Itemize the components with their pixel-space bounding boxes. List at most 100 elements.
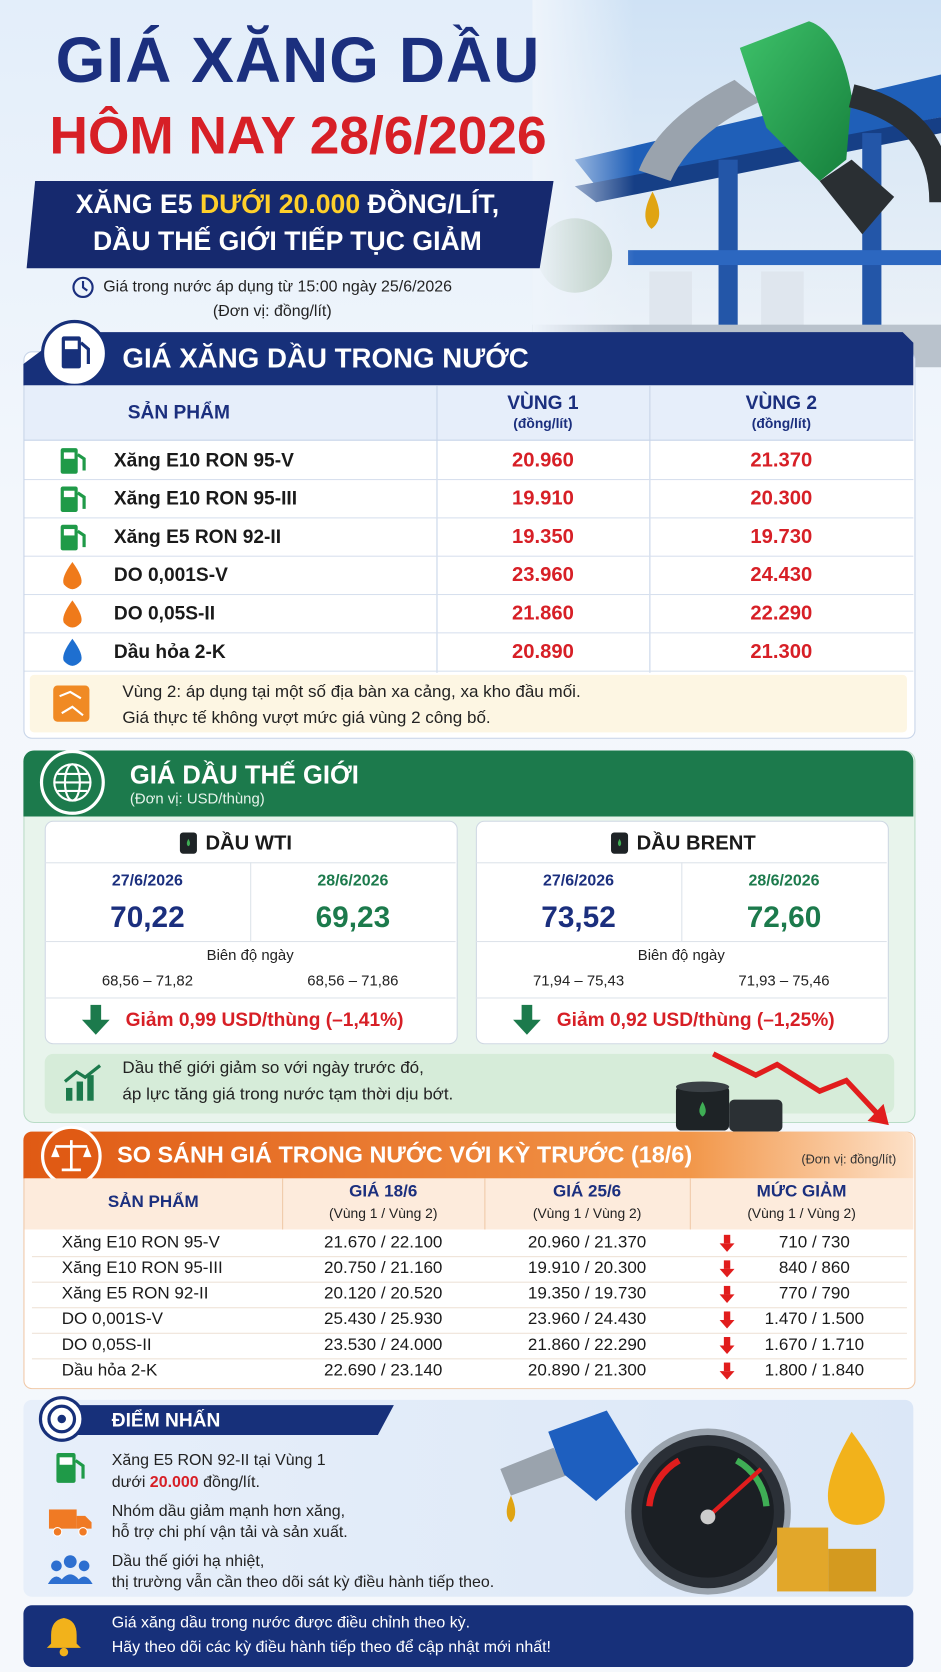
column-divider [689,1178,691,1230]
globe-badge [39,749,105,815]
table-row [24,441,914,481]
banner-text: ĐỒNG/LÍT, [367,189,500,220]
world-unit: (Đơn vị: USD/thùng) [129,789,265,807]
people-icon [47,1555,93,1584]
row-divider [31,1256,907,1258]
compare-unit: (Đơn vị: đồng/lít) [801,1151,897,1167]
reduction: 1.470 / 1.500 [764,1310,865,1329]
footer-line: Hãy theo dõi các kỳ điều hành tiếp theo … [111,1638,551,1657]
column-header: VÙNG 1 [507,391,579,414]
chart-icon [63,1064,102,1101]
pump-badge [40,319,109,387]
pump-icon [60,524,86,551]
price-zone2: 21.370 [750,449,813,472]
card-divider [44,862,456,864]
column-header: MỨC GIẢM [756,1182,847,1201]
product-name: DO 0,001S-V [61,1310,164,1329]
price-zone2: 22.290 [750,602,813,625]
price-pair: 20.890 / 21.300 [527,1361,647,1380]
barrel-icon [179,832,197,854]
product-name: Xăng E5 RON 92-II [61,1284,209,1303]
table-row [24,479,914,519]
domestic-table-head [24,385,914,441]
card-divider [681,862,683,942]
card-price: 73,52 [541,900,616,934]
banner [26,180,554,269]
domestic-title: GIÁ XĂNG DẦU TRONG NƯỚC [122,341,529,374]
card-date: 28/6/2026 [748,871,820,890]
price-pair: 25.430 / 25.930 [324,1310,443,1329]
price-pair: 23.960 / 24.430 [527,1310,647,1329]
price-zone1: 20.890 [511,640,574,664]
clock-icon [72,276,94,299]
barrel-icon [611,832,629,854]
compare-table-head [24,1178,914,1230]
product-name: Xăng E10 RON 95-III [113,487,298,509]
price-pair: 21.860 / 22.290 [527,1335,647,1355]
pump-icon [56,1453,85,1483]
barrels-illustration [675,1051,889,1132]
gauge-illustration [500,1410,885,1595]
column-sub: (Vùng 1 / Vùng 2) [747,1205,856,1221]
card-name: DẦU WTI [205,832,292,855]
title-line1: GIÁ XĂNG DẦU [55,24,541,96]
table-row [24,594,914,634]
card-name: DẦU BRENT [636,832,756,855]
price-pair: 21.670 / 22.100 [324,1233,443,1252]
card-divider [475,997,887,999]
change-text: Giảm 0,99 USD/thùng (–1,41%) [125,1009,404,1031]
column-unit: (đồng/lít) [751,415,811,432]
product-name: DO 0,05S-II [113,602,216,624]
footer-bar [23,1605,914,1668]
column-header: GIÁ 25/6 [552,1182,622,1201]
price-zone2: 24.430 [750,564,813,587]
column-unit: (đồng/lít) [513,415,573,432]
down-arrow [719,1362,735,1380]
drop-icon [63,600,82,628]
target-badge [38,1396,85,1442]
table-row [24,632,914,672]
product-name: DO 0,001S-V [113,564,228,586]
product-name: Dầu hỏa 2-K [113,640,226,663]
card-date: 27/6/2026 [543,871,615,890]
price-pair: 19.910 / 20.300 [527,1259,647,1278]
compare-title: SO SÁNH GIÁ TRONG NƯỚC VỚI KỲ TRƯỚC (18/… [117,1141,693,1168]
price-pair: 19.350 / 19.730 [527,1284,647,1303]
down-arrow [719,1260,735,1278]
row-divider [31,1358,907,1360]
product-name: Xăng E5 RON 92-II [113,525,282,548]
product-name: Xăng E10 RON 95-V [61,1233,220,1252]
unit-note: (Đơn vị: đồng/lít) [212,302,332,321]
card-divider [475,941,887,943]
world-header-bar [23,750,914,817]
highlight-line: dưới 20.000 đồng/lít. [112,1473,260,1491]
card-divider [250,862,252,942]
price-zone1: 23.960 [511,564,574,587]
down-arrow [81,1004,110,1035]
scale-badge [40,1125,102,1187]
range-label: Biên độ ngày [206,946,294,964]
column-sub: (Vùng 1 / Vùng 2) [328,1205,438,1221]
card-price: 69,23 [315,900,391,934]
domestic-note-box [29,674,907,733]
card-price: 70,22 [110,900,185,934]
drop-icon [63,562,82,590]
banner-highlight: DƯỚI 20.000 [199,189,361,220]
change-text: Giảm 0,92 USD/thùng (–1,25%) [556,1009,835,1031]
card-divider [44,997,456,999]
bell-icon [46,1618,81,1657]
card-date: 27/6/2026 [111,871,183,890]
column-header: VÙNG 2 [745,391,818,414]
price-pair: 20.960 / 21.370 [527,1233,647,1252]
card-range: 71,93 – 75,46 [738,971,830,989]
down-arrow [719,1337,735,1355]
row-divider [31,1332,907,1334]
price-zone1: 21.860 [511,602,574,625]
card-range: 68,56 – 71,86 [307,971,399,989]
card-range: 71,94 – 75,43 [532,971,625,989]
world-note-line: Dầu thế giới giảm so với ngày trước đó, [122,1059,424,1078]
